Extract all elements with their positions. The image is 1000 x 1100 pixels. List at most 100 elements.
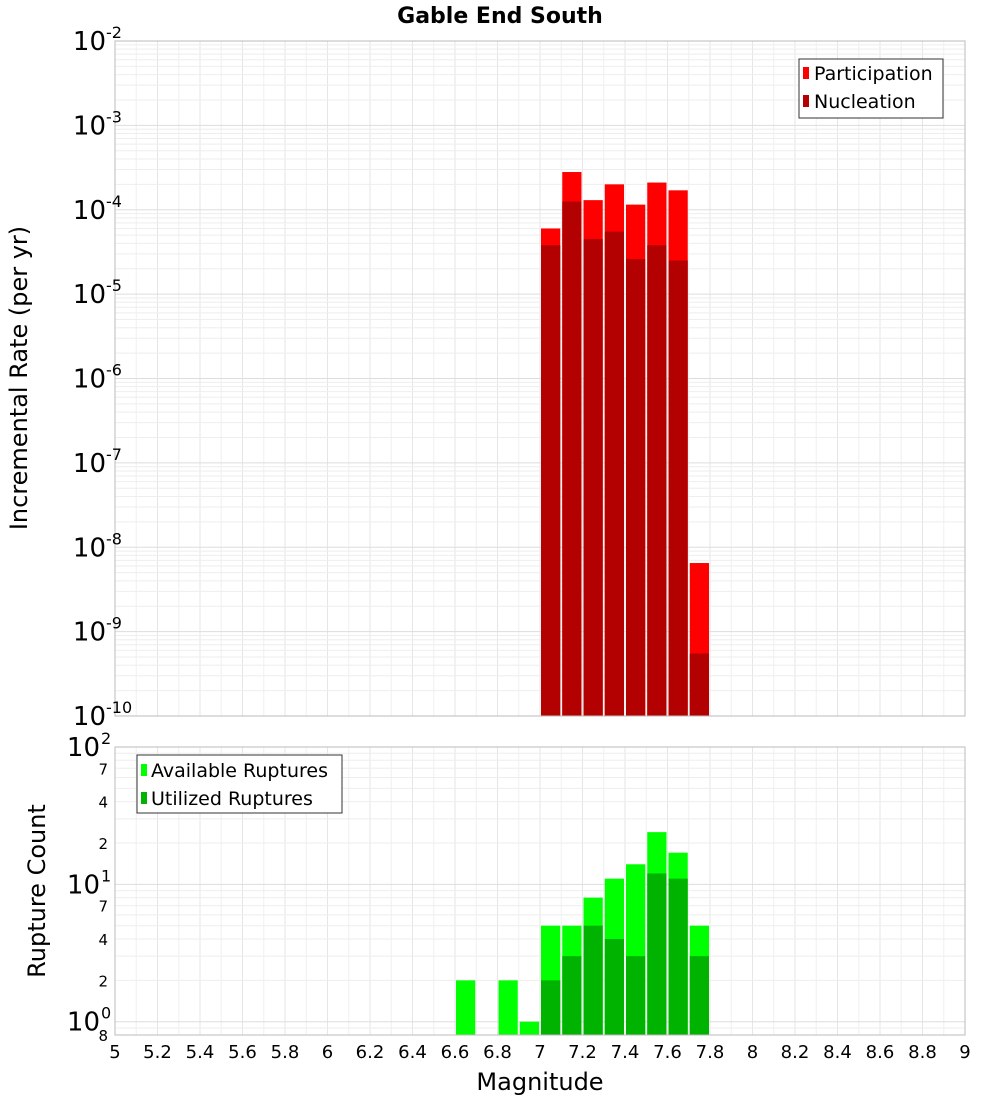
- utilized-ruptures-bar: [604, 939, 624, 1035]
- nucleation-bar: [626, 259, 646, 716]
- top-y-tick-label: 10 -2: [73, 23, 122, 57]
- utilized-ruptures-bar: [583, 925, 603, 1035]
- nucleation-bar: [668, 260, 688, 716]
- legend-label: Utilized Ruptures: [151, 788, 313, 810]
- available-ruptures-bar: [519, 1021, 539, 1035]
- bottom-legend: Available Ruptures Utilized Ruptures: [136, 754, 343, 814]
- svg-text:10: 10: [73, 111, 106, 141]
- svg-text:-3: -3: [106, 107, 122, 126]
- legend-label: Participation: [814, 63, 933, 85]
- svg-text:10: 10: [73, 365, 106, 395]
- x-tick-label: 8: [747, 1042, 758, 1063]
- svg-text:-8: -8: [106, 529, 122, 548]
- svg-text:10: 10: [73, 280, 106, 310]
- nucleation-bar: [647, 245, 667, 717]
- bottom-y-minor-tick-label: 4: [98, 794, 108, 812]
- svg-text:-5: -5: [106, 276, 122, 295]
- x-tick-label: 6.4: [398, 1042, 427, 1063]
- svg-text:10: 10: [73, 27, 106, 57]
- top-y-tick-label: 10 -6: [73, 361, 122, 395]
- legend-box: [136, 754, 343, 814]
- x-tick-label: 5.6: [228, 1042, 257, 1063]
- utilized-ruptures-bar: [668, 878, 688, 1035]
- utilized-ruptures-bar: [626, 956, 646, 1035]
- nucleation-bar: [689, 653, 709, 716]
- x-tick-label: 5.8: [271, 1042, 300, 1063]
- x-tick-label: 8.8: [908, 1042, 937, 1063]
- available-ruptures-bar: [498, 980, 518, 1035]
- bottom-y-major-tick-label: 10 2: [67, 729, 111, 763]
- x-tick-label: 9: [959, 1042, 970, 1063]
- x-tick-label: 8.2: [781, 1042, 810, 1063]
- bottom-y-major-tick-label: 10 1: [67, 866, 111, 900]
- bottom-y-minor-tick-label: 2: [98, 835, 108, 853]
- svg-text:0: 0: [101, 1004, 111, 1023]
- bottom-y-minor-tick-label: 7: [98, 760, 108, 778]
- top-y-axis-label: Incremental Rate (per yr): [5, 226, 33, 530]
- top-y-tick-label: 10 -8: [73, 529, 122, 563]
- svg-text:-7: -7: [106, 445, 122, 464]
- svg-text:10: 10: [73, 196, 106, 226]
- svg-text:10: 10: [67, 733, 100, 763]
- svg-text:-2: -2: [106, 23, 122, 42]
- utilized-ruptures-bar: [541, 980, 561, 1035]
- utilized-ruptures-bar: [562, 956, 582, 1035]
- legend-label: Available Ruptures: [151, 760, 328, 782]
- x-tick-label: 5.4: [186, 1042, 215, 1063]
- bottom-y-axis-label: Rupture Count: [23, 804, 51, 978]
- top-legend: Participation Nucleation: [798, 58, 944, 119]
- svg-text:10: 10: [67, 870, 100, 900]
- utilized-ruptures-bar: [647, 873, 667, 1035]
- x-tick-label: 6.2: [356, 1042, 385, 1063]
- x-tick-label: 7.2: [568, 1042, 597, 1063]
- legend-swatch: [803, 95, 809, 107]
- svg-text:10: 10: [73, 449, 106, 479]
- legend-swatch: [141, 764, 147, 776]
- svg-text:-6: -6: [106, 361, 122, 380]
- svg-text:10: 10: [73, 702, 106, 732]
- top-y-tick-label: 10 -10: [73, 698, 132, 732]
- x-tick-label: 7.4: [611, 1042, 640, 1063]
- nucleation-bar: [541, 245, 561, 717]
- bottom-y-minor-tick-label: 4: [98, 931, 108, 949]
- legend-label: Nucleation: [814, 91, 916, 113]
- svg-text:-9: -9: [106, 614, 122, 633]
- top-y-tick-label: 10 -5: [73, 276, 122, 310]
- top-y-tick-label: 10 -3: [73, 107, 122, 141]
- x-tick-label: 7.6: [653, 1042, 682, 1063]
- bottom-y-major-tick-label: 10 0: [67, 1004, 111, 1038]
- chart-title: Gable End South: [397, 4, 603, 29]
- x-tick-label: 5.2: [143, 1042, 172, 1063]
- x-tick-label: 8.4: [823, 1042, 852, 1063]
- x-tick-label: 7.8: [696, 1042, 725, 1063]
- nucleation-bar: [562, 201, 582, 716]
- nucleation-bar: [604, 231, 624, 716]
- bottom-y-minor-tick-label: 8: [98, 1027, 108, 1045]
- legend-swatch: [803, 67, 809, 79]
- x-tick-label: 6.8: [483, 1042, 512, 1063]
- x-tick-label: 6.6: [441, 1042, 470, 1063]
- x-axis-label: Magnitude: [476, 1068, 603, 1096]
- bottom-y-minor-tick-label: 7: [98, 898, 108, 916]
- x-tick-label: 7: [534, 1042, 545, 1063]
- top-y-tick-label: 10 -7: [73, 445, 122, 479]
- bottom-plot-border: [114, 746, 966, 1036]
- x-axis-ticks: 5 5.2 5.4 5.6 5.8 6 6.2 6.4 6.6 6.8 7 7.2 7.4 7.6 7.8 8…: [109, 1042, 970, 1063]
- x-tick-label: 5: [109, 1042, 120, 1063]
- svg-text:10: 10: [67, 1008, 100, 1038]
- top-plot-area: 10-210-310-410-510-610-710-810-910 -10Par…: [73, 23, 966, 732]
- nucleation-bar: [583, 239, 603, 716]
- x-tick-label: 6: [322, 1042, 333, 1063]
- legend-swatch: [141, 792, 147, 804]
- svg-text:-4: -4: [106, 192, 122, 211]
- svg-text:-10: -10: [106, 698, 132, 717]
- svg-text:1: 1: [101, 866, 111, 885]
- svg-text:2: 2: [101, 729, 111, 748]
- utilized-ruptures-bar: [689, 956, 709, 1035]
- svg-text:10: 10: [73, 618, 106, 648]
- legend-box: [798, 58, 944, 119]
- available-ruptures-bar: [456, 980, 476, 1035]
- svg-text:10: 10: [73, 533, 106, 563]
